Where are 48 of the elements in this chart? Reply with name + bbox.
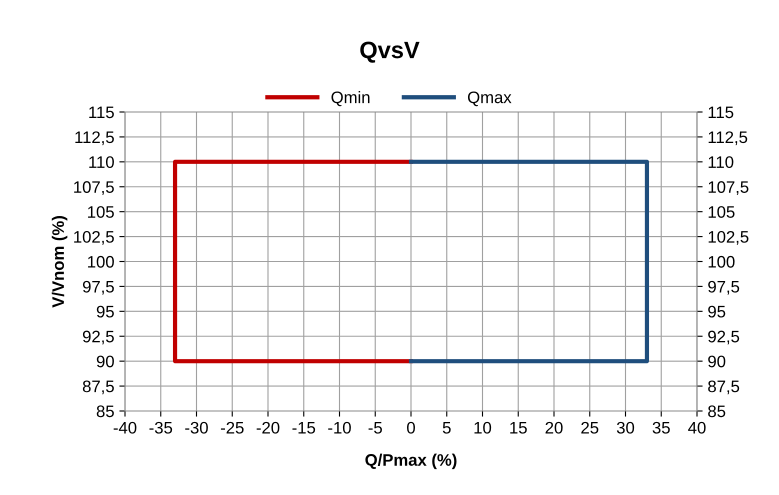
y-tick-label: 102,5 [74, 230, 114, 245]
x-tick-label: -35 [149, 422, 172, 434]
x-tick-label: 15 [510, 422, 527, 434]
y2-tick-label: 110 [708, 156, 734, 168]
y-tick-label: 85 [96, 405, 114, 418]
x-tick-label: -10 [328, 422, 351, 434]
x-tick-label: 40 [688, 422, 706, 434]
y2-tick-label: 105 [708, 206, 735, 218]
y-tick-label: 105 [88, 206, 114, 218]
x-tick-label: -5 [368, 422, 382, 434]
x-tick-label: -25 [220, 422, 244, 434]
y2-tick-label: 102,5 [708, 230, 748, 245]
y2-tick-label: 100 [708, 256, 735, 268]
chart-title: QvsV [360, 42, 420, 63]
y-tick-label: 87,5 [82, 380, 114, 394]
x-tick-label: 25 [581, 422, 598, 434]
x-tick-label: 10 [474, 422, 492, 434]
y2-tick-label: 90 [708, 356, 726, 368]
y-axis-title: V/Vnom (%) [52, 216, 68, 308]
y2-tick-label: 115 [708, 106, 734, 118]
x-axis-title: Q/Pmax (%) [365, 454, 456, 470]
y-tick-label: 97,5 [82, 280, 114, 295]
y2-tick-label: 97,5 [708, 280, 740, 295]
y2-tick-label: 87,5 [708, 380, 740, 394]
x-tick-label: -20 [256, 422, 280, 434]
x-tick-label: -30 [185, 422, 208, 434]
x-tick-label: 20 [546, 422, 563, 434]
y2-tick-label: 85 [708, 405, 726, 418]
y2-tick-label: 95 [708, 306, 726, 318]
legend-label: Qmin [331, 91, 370, 106]
y-tick-label: 107,5 [74, 181, 114, 195]
legend-label: Qmax [468, 91, 512, 106]
y-tick-label: 112,5 [75, 131, 114, 146]
x-tick-label: 35 [652, 422, 670, 434]
x-tick-label: 5 [442, 422, 451, 434]
x-tick-label: -15 [292, 422, 316, 434]
y2-tick-label: 107,5 [708, 181, 748, 195]
y-tick-label: 92,5 [82, 330, 114, 344]
y-tick-label: 110 [89, 156, 114, 168]
y-tick-label: 95 [96, 306, 114, 318]
x-tick-label: -40 [114, 422, 136, 434]
x-tick-label: 0 [407, 422, 415, 434]
y-tick-label: 115 [89, 106, 114, 118]
y2-tick-label: 112,5 [708, 131, 748, 146]
y-tick-label: 100 [88, 256, 114, 268]
y2-tick-label: 92,5 [708, 330, 740, 344]
x-tick-label: 30 [616, 422, 634, 434]
y-tick-label: 90 [96, 356, 114, 368]
